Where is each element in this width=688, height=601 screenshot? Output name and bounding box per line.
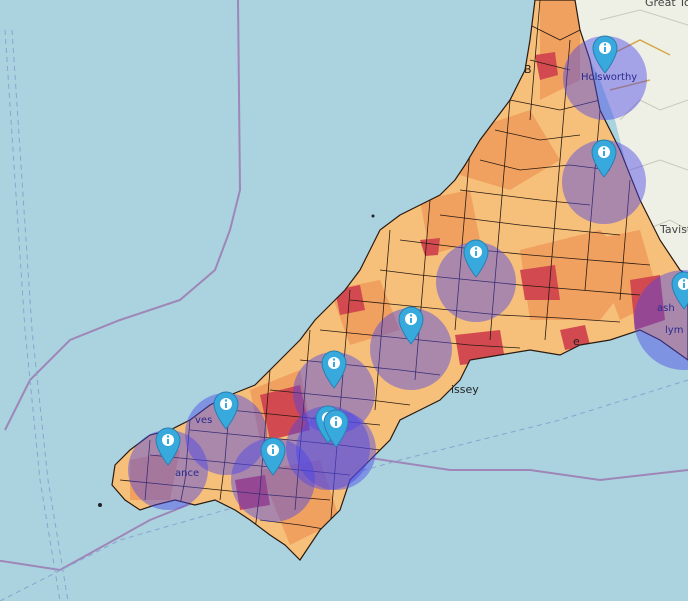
circle-truro <box>293 352 375 434</box>
info-icon <box>155 427 181 466</box>
label-plymouth: lym <box>665 325 684 336</box>
shipping-lane-line-2 <box>11 29 69 601</box>
island-dot <box>98 503 102 507</box>
circle-falmouth-2 <box>296 410 376 490</box>
shipping-lane-line <box>4 29 61 601</box>
circle-saltash <box>634 270 688 370</box>
label-st-ives: ves <box>195 415 213 426</box>
label-holsworthy: Holsworthy <box>581 72 638 83</box>
map-marker-helston[interactable] <box>258 436 288 476</box>
circle-holsworthy <box>563 36 647 120</box>
map-marker-holsworthy[interactable] <box>590 34 620 74</box>
map-marker-penzance[interactable] <box>153 426 183 466</box>
circle-falmouth <box>286 406 370 490</box>
info-icon <box>671 271 688 310</box>
coastline <box>111 0 688 561</box>
circle-helston <box>231 438 315 522</box>
map-marker-bodmin[interactable] <box>461 238 491 278</box>
label-tavistock: Tavist <box>660 223 688 236</box>
info-icon <box>321 350 347 389</box>
info-icon <box>591 139 617 178</box>
island-dot <box>371 214 375 218</box>
map-marker-st-ives[interactable] <box>211 390 241 430</box>
circle-launceston <box>562 140 646 224</box>
territorial-boundary-line <box>4 0 242 431</box>
info-icon <box>213 391 239 430</box>
roads-devon <box>599 9 688 231</box>
info-icon <box>323 409 349 448</box>
label-great-torrington: Great To <box>645 0 688 9</box>
map-marker-truro[interactable] <box>319 349 349 389</box>
land-devon <box>560 0 688 280</box>
map-marker-falmouth-2[interactable] <box>321 408 351 448</box>
info-icon <box>398 306 424 345</box>
map-marker-launceston[interactable] <box>589 138 619 178</box>
circle-st-austell <box>370 308 452 390</box>
circle-penzance <box>128 430 208 510</box>
map-marker-saltash[interactable] <box>669 270 688 310</box>
circle-st-ives <box>185 393 267 475</box>
label-penzance: ance <box>175 468 200 479</box>
label-bude: B <box>524 63 532 76</box>
label-mevagissey: issey <box>451 383 479 396</box>
info-icon <box>260 437 286 476</box>
info-icon <box>463 239 489 278</box>
map-marker-st-austell[interactable] <box>396 305 426 345</box>
label-saltash: ash <box>657 303 675 314</box>
circle-layer <box>128 36 688 522</box>
label-looe: e <box>573 335 580 348</box>
info-icon <box>592 35 618 74</box>
circle-bodmin <box>436 242 516 322</box>
